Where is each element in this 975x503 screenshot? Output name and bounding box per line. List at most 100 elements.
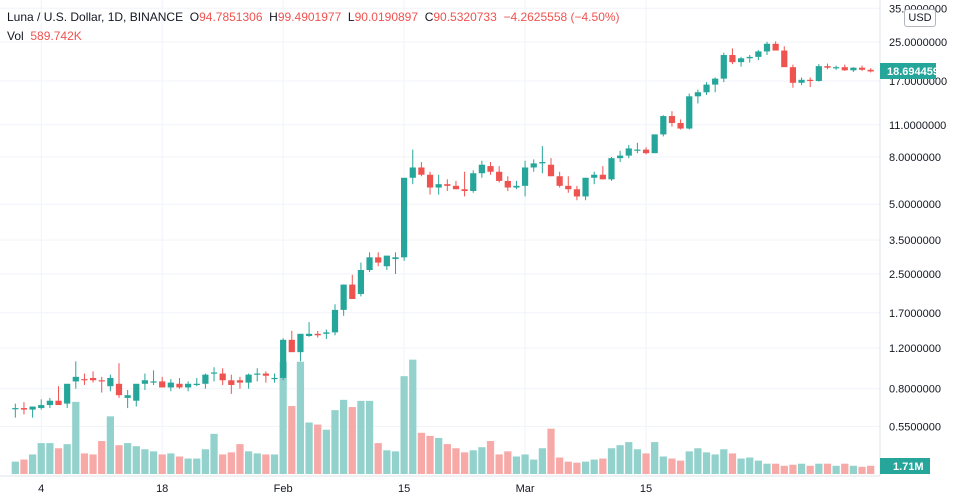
candle — [729, 48, 736, 65]
candle-body — [124, 395, 131, 398]
volume-bar — [564, 461, 572, 474]
candle-body — [64, 383, 71, 404]
candle — [625, 145, 632, 159]
candle-body — [720, 55, 727, 79]
candle — [133, 383, 140, 407]
candle-body — [703, 84, 710, 93]
candle — [12, 403, 19, 418]
volume-bar — [504, 451, 512, 474]
candle — [556, 171, 563, 188]
candle-body — [547, 164, 555, 177]
volume-bar — [193, 458, 201, 474]
candle-body — [150, 381, 157, 383]
candle — [55, 386, 62, 406]
volume-bar — [772, 463, 780, 474]
volume-bar — [538, 448, 546, 474]
volume-bar — [374, 443, 382, 474]
volume-bar — [400, 376, 408, 474]
candle-body — [20, 408, 28, 410]
candle — [496, 166, 503, 183]
volume-bar — [383, 450, 391, 474]
price-tick-label: 0.5500000 — [889, 421, 941, 433]
candle-body — [737, 58, 745, 63]
candle-body — [297, 333, 304, 353]
volume-bar — [227, 452, 235, 474]
volume-bar — [72, 401, 80, 474]
candle-body — [565, 185, 572, 190]
candle — [262, 371, 269, 383]
volume-bar — [651, 442, 659, 474]
volume-bar — [694, 448, 702, 474]
candle-body — [98, 380, 105, 382]
candle — [314, 330, 321, 338]
candle — [824, 63, 831, 70]
candle-body — [608, 158, 615, 180]
candle — [686, 93, 693, 130]
candle-body — [176, 383, 183, 388]
candle-body — [133, 383, 140, 401]
time-axis: 4 18 Feb 15 Mar 15 — [38, 483, 652, 495]
candle-body — [426, 174, 434, 188]
candle-body — [271, 377, 278, 380]
candle-body — [591, 174, 598, 178]
candle — [642, 147, 650, 155]
last-volume-marker: 1.71M — [880, 458, 930, 474]
candle-body — [461, 189, 468, 192]
candle-body — [781, 50, 788, 68]
volume-bar — [556, 457, 564, 474]
close-label: C — [424, 10, 434, 24]
candle-body — [46, 400, 53, 406]
candle-body — [349, 284, 356, 299]
candle-body — [366, 257, 373, 271]
grid — [0, 0, 880, 476]
candle-body — [12, 408, 19, 410]
volume-bar — [780, 465, 788, 474]
candle — [288, 330, 295, 353]
candle-body — [573, 189, 581, 197]
volume-label[interactable]: Vol — [7, 29, 24, 43]
volume-bar — [296, 361, 305, 474]
candle — [167, 379, 174, 392]
candle — [504, 176, 511, 192]
candle — [634, 142, 641, 154]
candle-body — [815, 66, 822, 81]
volume-bar — [832, 465, 840, 474]
volume-bar — [478, 447, 486, 474]
volume-bar — [616, 445, 624, 474]
volume-bar — [132, 446, 140, 474]
candle-body — [245, 374, 252, 383]
candle-body — [383, 255, 390, 267]
volume-bar — [124, 443, 132, 474]
candle-body — [323, 332, 330, 334]
volume-bar — [409, 359, 417, 474]
candle — [798, 77, 805, 86]
volume-bar — [754, 460, 762, 474]
currency-button[interactable]: USD — [904, 9, 936, 27]
candle — [435, 174, 442, 195]
candle — [426, 171, 434, 195]
candle-body — [418, 167, 425, 175]
candle-body — [824, 66, 831, 68]
price-tick-label: 1.7000000 — [889, 308, 941, 320]
close-value: 90.5320733 — [433, 10, 497, 24]
candle — [478, 160, 485, 178]
candle — [677, 119, 684, 130]
candle-body — [582, 177, 589, 197]
candle-body — [444, 184, 451, 186]
volume-bar — [219, 454, 227, 474]
symbol-title[interactable]: Luna / U.S. Dollar, 1D, BINANCE — [7, 10, 184, 24]
candle — [582, 177, 589, 201]
high-value: 99.4901977 — [277, 10, 342, 24]
volume-bar — [262, 454, 270, 474]
candle-body — [115, 383, 123, 396]
candle-body — [556, 176, 563, 186]
candle — [72, 361, 79, 389]
candle-body — [539, 162, 546, 164]
time-tick-label: 15 — [398, 483, 410, 495]
volume-bar — [37, 443, 45, 474]
candle-body — [185, 383, 192, 388]
candle-body — [694, 92, 701, 97]
volume-bar — [668, 458, 676, 474]
volume-bar — [460, 452, 469, 474]
